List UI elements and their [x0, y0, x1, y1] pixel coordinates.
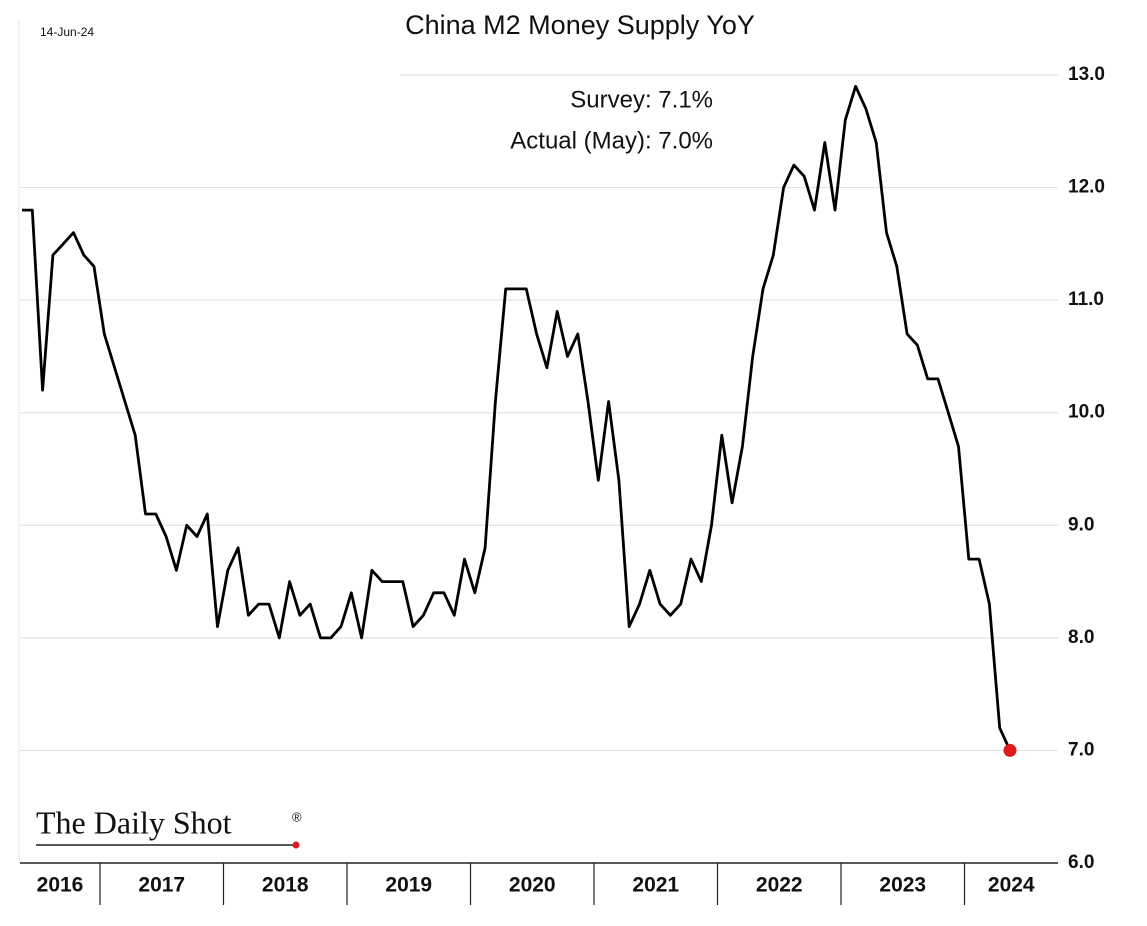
- chart-title: China M2 Money Supply YoY: [405, 10, 755, 40]
- y-tick-label: 8.0: [1068, 627, 1094, 648]
- annotation: Actual (May): 7.0%: [510, 127, 713, 154]
- x-tick-label: 2017: [138, 874, 185, 897]
- x-tick-label: 2021: [632, 874, 679, 897]
- y-tick-label: 6.0: [1068, 852, 1094, 873]
- y-tick-label: 12.0: [1068, 177, 1105, 198]
- annotation: Survey: 7.1%: [570, 86, 713, 113]
- source-logo: The Daily Shot: [36, 804, 232, 840]
- last-point-marker: [1003, 743, 1017, 757]
- y-tick-label: 7.0: [1068, 739, 1094, 760]
- y-tick-label: 13.0: [1068, 64, 1105, 85]
- x-tick-label: 2016: [37, 874, 84, 897]
- y-tick-label: 10.0: [1068, 402, 1105, 423]
- x-tick-label: 2023: [879, 874, 926, 897]
- logo-dot: [292, 841, 300, 849]
- x-tick-label: 2018: [262, 874, 309, 897]
- source-mark: ®: [292, 809, 302, 824]
- x-tick-label: 2020: [509, 874, 556, 897]
- y-tick-label: 9.0: [1068, 514, 1094, 535]
- x-tick-label: 2019: [385, 874, 432, 897]
- data-line: [22, 84, 1012, 751]
- x-tick-label: 2022: [756, 874, 803, 897]
- date-stamp: 14-Jun-24: [40, 25, 94, 39]
- x-tick-label: 2024: [988, 874, 1035, 897]
- y-tick-label: 11.0: [1068, 289, 1104, 310]
